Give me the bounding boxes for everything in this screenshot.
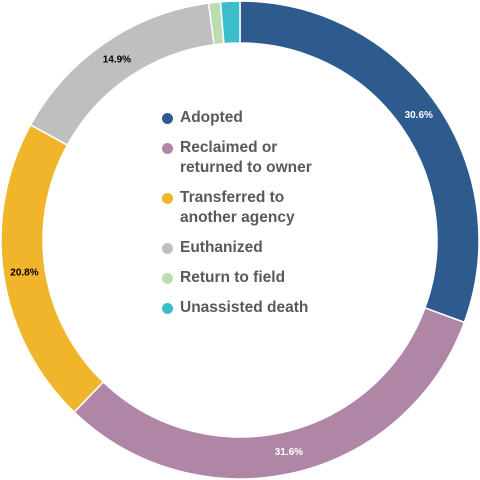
legend-label: Transferred to another agency (180, 189, 295, 226)
legend-item: Reclaimed or returned to owner (160, 138, 330, 178)
legend-swatch (162, 303, 173, 314)
legend-item: Return to field (160, 268, 330, 288)
data-label: 14.9% (103, 55, 131, 66)
legend-label: Unassisted death (180, 299, 309, 316)
legend-item: Transferred to another agency (160, 188, 330, 228)
data-label: 20.8% (10, 267, 38, 278)
legend-label: Reclaimed or returned to owner (180, 139, 312, 176)
slice (73, 306, 466, 480)
legend-item: Adopted (160, 108, 330, 128)
legend-swatch (162, 143, 173, 154)
legend-label: Adopted (180, 109, 243, 126)
legend-label: Euthanized (180, 239, 263, 256)
legend-swatch (162, 113, 173, 124)
legend-swatch (162, 193, 173, 204)
legend: Adopted Reclaimed or returned to owner Tra… (160, 108, 330, 328)
legend-item: Unassisted death (160, 298, 330, 318)
legend-swatch (162, 273, 173, 284)
legend-swatch (162, 243, 173, 254)
legend-label: Return to field (180, 269, 286, 286)
data-label: 30.6% (405, 110, 433, 121)
slice (219, 0, 241, 45)
data-label: 31.6% (275, 447, 303, 458)
legend-item: Euthanized (160, 238, 330, 258)
